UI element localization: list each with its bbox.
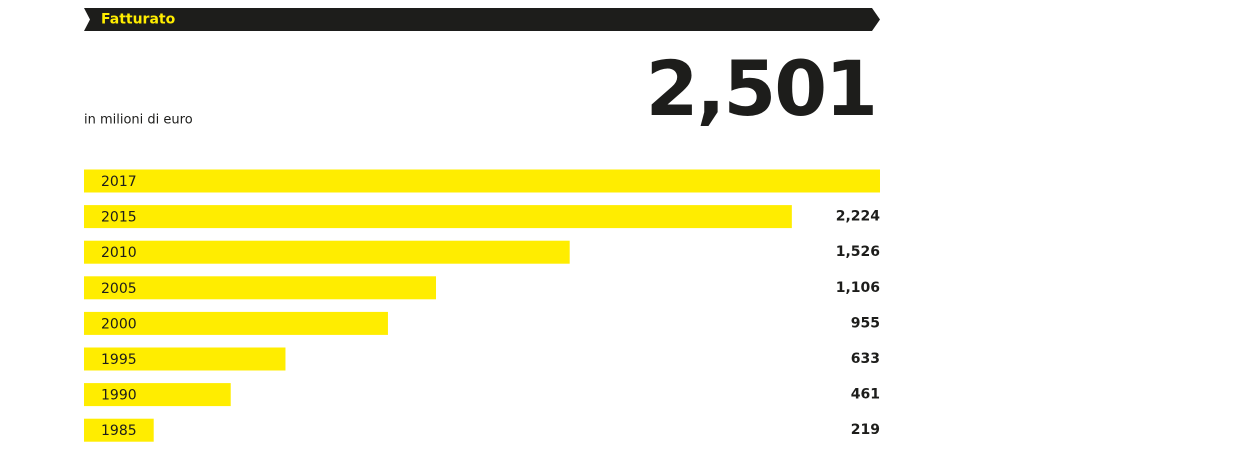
- category-label: 2005: [101, 281, 137, 297]
- value-label: 219: [851, 422, 880, 438]
- bar: [84, 311, 388, 335]
- category-label: 2010: [101, 245, 137, 261]
- bar: [84, 383, 231, 407]
- chart-subtitle: in milioni di euro: [84, 113, 193, 128]
- chart-title: Fatturato: [101, 12, 176, 28]
- title-banner: [84, 8, 880, 31]
- category-label: 1990: [101, 388, 137, 404]
- value-label: 1,526: [836, 244, 880, 260]
- value-label: 2,224: [836, 209, 881, 225]
- value-label: 1,106: [836, 280, 880, 296]
- category-label: 1985: [101, 423, 137, 439]
- bar: [84, 169, 880, 193]
- category-label: 2000: [101, 316, 137, 332]
- bar: [84, 418, 154, 442]
- bar: [84, 240, 570, 264]
- value-label: 955: [851, 315, 880, 331]
- bar: [84, 205, 792, 229]
- value-label: 461: [851, 387, 880, 403]
- value-label: 633: [851, 351, 880, 367]
- headline-value: 2,501: [646, 44, 876, 133]
- category-label: 2017: [101, 174, 137, 190]
- category-label: 1995: [101, 352, 137, 368]
- category-label: 2015: [101, 210, 137, 226]
- bar: [84, 347, 286, 371]
- bar: [84, 276, 437, 300]
